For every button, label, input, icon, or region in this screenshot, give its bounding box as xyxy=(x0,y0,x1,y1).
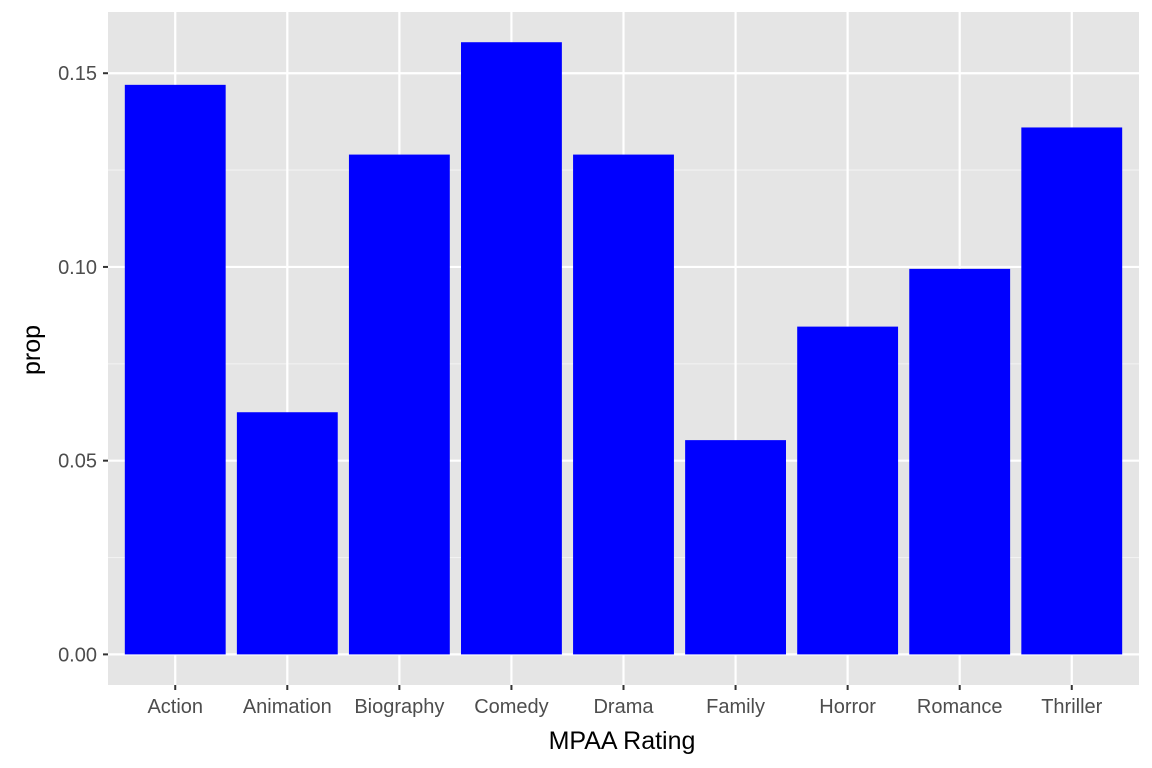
bar-family xyxy=(685,440,786,655)
x-axis-title: MPAA Rating xyxy=(549,727,696,755)
y-tick-label: 0.10 xyxy=(58,257,97,279)
y-tick-label: 0.05 xyxy=(58,451,97,473)
y-tick-label: 0.15 xyxy=(58,63,97,85)
x-tick-label: Drama xyxy=(593,696,654,718)
bar-horror xyxy=(797,326,899,655)
bar-drama xyxy=(573,154,674,655)
x-tick-label: Romance xyxy=(917,696,1003,718)
bar-action xyxy=(124,84,226,655)
x-tick-label: Comedy xyxy=(474,696,548,718)
x-axis: Action Animation Biography Comedy Drama Famil… xyxy=(147,685,1103,718)
y-tick-label: 0.00 xyxy=(58,644,97,666)
bars xyxy=(124,42,1123,655)
y-axis-title: prop xyxy=(18,325,46,375)
bar-biography xyxy=(348,154,450,655)
bar-animation xyxy=(236,412,338,655)
bar-thriller xyxy=(1021,127,1123,655)
x-tick-label: Horror xyxy=(819,696,876,718)
x-tick-label: Thriller xyxy=(1041,696,1102,718)
x-tick-label: Animation xyxy=(243,696,332,718)
x-tick-label: Action xyxy=(147,696,203,718)
bar-romance xyxy=(909,268,1011,655)
x-tick-label: Biography xyxy=(354,696,444,718)
bar-comedy xyxy=(461,42,562,655)
y-axis: 0.00 0.05 0.10 0.15 xyxy=(58,63,108,666)
x-tick-label: Family xyxy=(706,696,765,718)
